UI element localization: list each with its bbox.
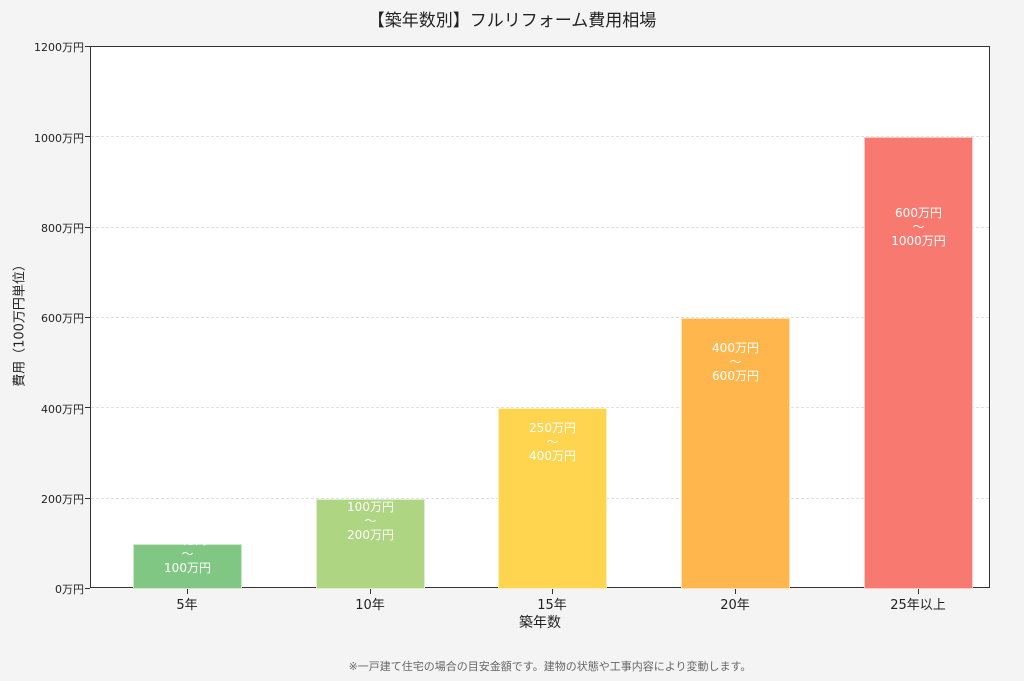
bar-label-bot: 1000万円 — [891, 234, 946, 248]
x-tick-mark — [918, 589, 919, 594]
y-tick: 0万円 — [55, 583, 84, 596]
x-tick-mark — [552, 589, 553, 594]
bar-15-years: 250万円 〜 400万円 — [498, 408, 607, 589]
bar-5-years: 50万円 〜 100万円 — [133, 533, 242, 589]
bar-label-mid: 〜 — [364, 514, 377, 528]
bar-label-mid: 〜 — [729, 355, 742, 369]
y-tick-mark — [85, 136, 90, 137]
x-tick: 20年 — [720, 598, 750, 613]
x-tick: 25年以上 — [890, 598, 946, 613]
gridline — [91, 227, 989, 228]
x-tick: 5年 — [176, 598, 198, 613]
x-tick-mark — [370, 589, 371, 594]
y-tick: 600万円 — [41, 312, 84, 325]
bar-label-mid: 〜 — [912, 220, 925, 234]
bar-label-top: 400万円 — [712, 341, 759, 355]
x-tick-mark — [187, 589, 188, 594]
y-tick: 400万円 — [41, 403, 84, 416]
y-tick: 800万円 — [41, 222, 84, 235]
bar-label-mid: 〜 — [546, 435, 559, 449]
bar-20-years: 400万円 〜 600万円 — [681, 318, 790, 589]
y-tick-mark — [85, 46, 90, 47]
plot-area: 50万円 〜 100万円 100万円 〜 200万円 250万円 〜 400万円… — [90, 46, 990, 589]
y-tick-mark — [85, 588, 90, 589]
y-tick: 200万円 — [41, 493, 84, 506]
bar-label-bot: 200万円 — [347, 528, 394, 542]
y-tick-mark — [85, 498, 90, 499]
bar-label-bot: 600万円 — [712, 369, 759, 383]
gridline — [91, 407, 989, 408]
bar-label-top: 600万円 — [895, 206, 942, 220]
y-tick-mark — [85, 317, 90, 318]
bar-label-top: 50万円 — [167, 533, 208, 547]
bar-label-bot: 400万円 — [529, 449, 576, 463]
chart-title: 【築年数別】フルリフォーム費用相場 — [367, 11, 657, 31]
x-axis-label: 築年数 — [519, 615, 561, 631]
x-tick: 15年 — [537, 598, 567, 613]
bar-10-years: 100万円 〜 200万円 — [316, 499, 425, 589]
y-tick-mark — [85, 407, 90, 408]
footnote: ※一戸建て住宅の場合の目安金額です。建物の状態や工事内容により変動します。 — [348, 660, 752, 673]
y-tick: 1200万円 — [34, 41, 84, 54]
x-tick: 10年 — [355, 598, 385, 613]
bar-label-bot: 100万円 — [164, 561, 211, 575]
gridline — [91, 136, 989, 137]
bar-label-mid: 〜 — [181, 547, 194, 561]
y-axis-label: 費用（100万円単位） — [12, 258, 28, 387]
x-tick-mark — [735, 589, 736, 594]
y-tick: 1000万円 — [34, 132, 84, 145]
gridline — [91, 317, 989, 318]
y-tick-mark — [85, 227, 90, 228]
bar-label-top: 100万円 — [347, 500, 394, 514]
bar-label-top: 250万円 — [529, 421, 576, 435]
bar-25-plus-years: 600万円 〜 1000万円 — [864, 137, 973, 589]
